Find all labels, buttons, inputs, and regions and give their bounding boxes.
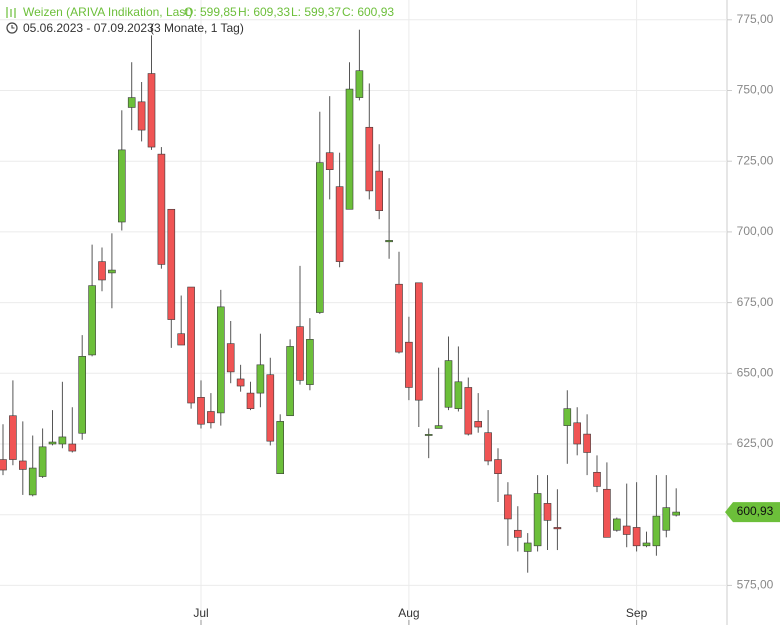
last-price: 600,93: [725, 502, 780, 523]
candle-body: [345, 88, 354, 210]
candle-body: [315, 162, 324, 313]
candle-body: [365, 126, 374, 192]
y-tick-label: 775,00: [737, 12, 774, 26]
candle-body: [137, 101, 146, 131]
quote-open: O: 599,85: [184, 5, 237, 19]
candle-body: [147, 73, 156, 148]
candle-body: [474, 421, 483, 428]
candle-body: [48, 441, 57, 445]
period: (3 Monate, 1 Tag): [150, 21, 244, 35]
candle-body: [583, 433, 591, 453]
candle-body: [523, 542, 532, 552]
candle-body: [424, 434, 433, 436]
y-tick-label: 625,00: [737, 436, 774, 450]
candle-body: [266, 374, 275, 442]
candle-body: [642, 542, 651, 547]
candle-body: [157, 153, 166, 265]
candle-body: [207, 411, 215, 424]
candle-body: [434, 425, 443, 429]
quote-low: L: 599,37: [291, 5, 341, 19]
candle-body: [68, 443, 77, 452]
y-tick-label: 725,00: [737, 153, 774, 167]
candle-body: [563, 408, 572, 426]
candle-body: [18, 460, 27, 470]
candle-body: [622, 525, 631, 535]
candle-body: [306, 339, 314, 385]
candle-body: [78, 356, 86, 434]
candle-body: [573, 422, 582, 445]
candle-body: [335, 186, 344, 262]
candle-body: [612, 518, 621, 531]
clock-icon: [6, 22, 18, 34]
candle-body: [296, 326, 304, 381]
candle-body: [662, 507, 671, 531]
candle-body: [276, 421, 285, 474]
candle-body: [484, 432, 492, 462]
quote-close: C: 600,93: [342, 5, 394, 19]
candle-body: [632, 527, 641, 547]
candle-body: [414, 282, 423, 401]
candle-body: [118, 149, 126, 223]
candle-body: [454, 381, 463, 409]
clock-hands: [11, 25, 15, 29]
candle-body: [167, 208, 176, 320]
chart-icon: [6, 7, 16, 18]
candle-body: [375, 170, 384, 211]
candle-body: [197, 397, 205, 425]
candle-body: [553, 527, 562, 530]
candle-body: [355, 70, 364, 98]
date-range: 05.06.2023 - 07.09.2023: [23, 21, 154, 35]
y-tick-label: 700,00: [737, 224, 774, 238]
candle-body: [593, 471, 601, 487]
y-tick-label: 750,00: [737, 83, 774, 97]
header: Weizen (ARIVA Indikation, Last) O: 599,8…: [6, 5, 394, 35]
candle-body: [395, 283, 403, 353]
candle-body: [513, 529, 522, 538]
candle-body: [177, 333, 185, 346]
y-tick-label: 675,00: [737, 295, 774, 309]
x-tick-label: Jul: [193, 606, 208, 620]
candles: [0, 29, 681, 573]
candle-body: [533, 493, 542, 547]
candle-body: [652, 515, 661, 547]
candle-body: [28, 467, 37, 496]
candle-body: [98, 261, 106, 281]
candle-body: [88, 285, 96, 356]
candle-body: [464, 387, 473, 435]
last-price-label: 600,93: [737, 504, 774, 518]
chart-title: Weizen (ARIVA Indikation, Last): [23, 5, 193, 19]
candle-body: [108, 269, 116, 274]
x-tick-label: Aug: [398, 606, 419, 620]
candle-body: [504, 494, 512, 520]
last-price-box: [725, 502, 780, 523]
candle-body: [0, 459, 7, 471]
candle-body: [246, 392, 255, 409]
candle-body: [672, 511, 681, 516]
y-tick-label: 650,00: [737, 365, 774, 379]
candle-body: [603, 488, 611, 538]
candle-body: [494, 459, 502, 474]
quote-high: H: 609,33: [238, 5, 290, 19]
candle-body: [38, 446, 47, 477]
x-tick-label: Sep: [626, 606, 648, 620]
candle-body: [236, 378, 245, 387]
candle-body: [187, 286, 195, 404]
y-tick-label: 575,00: [737, 578, 774, 592]
candle-body: [325, 152, 334, 170]
candle-body: [444, 360, 453, 408]
candle-body: [543, 503, 552, 521]
candle-body: [127, 97, 136, 108]
candle-body: [256, 364, 265, 394]
candle-body: [226, 343, 235, 373]
candle-body: [286, 346, 294, 417]
candle-body: [217, 306, 225, 414]
candle-body: [58, 436, 67, 445]
candle-body: [405, 341, 413, 388]
candle-body: [385, 240, 393, 243]
candle-body: [9, 415, 17, 460]
